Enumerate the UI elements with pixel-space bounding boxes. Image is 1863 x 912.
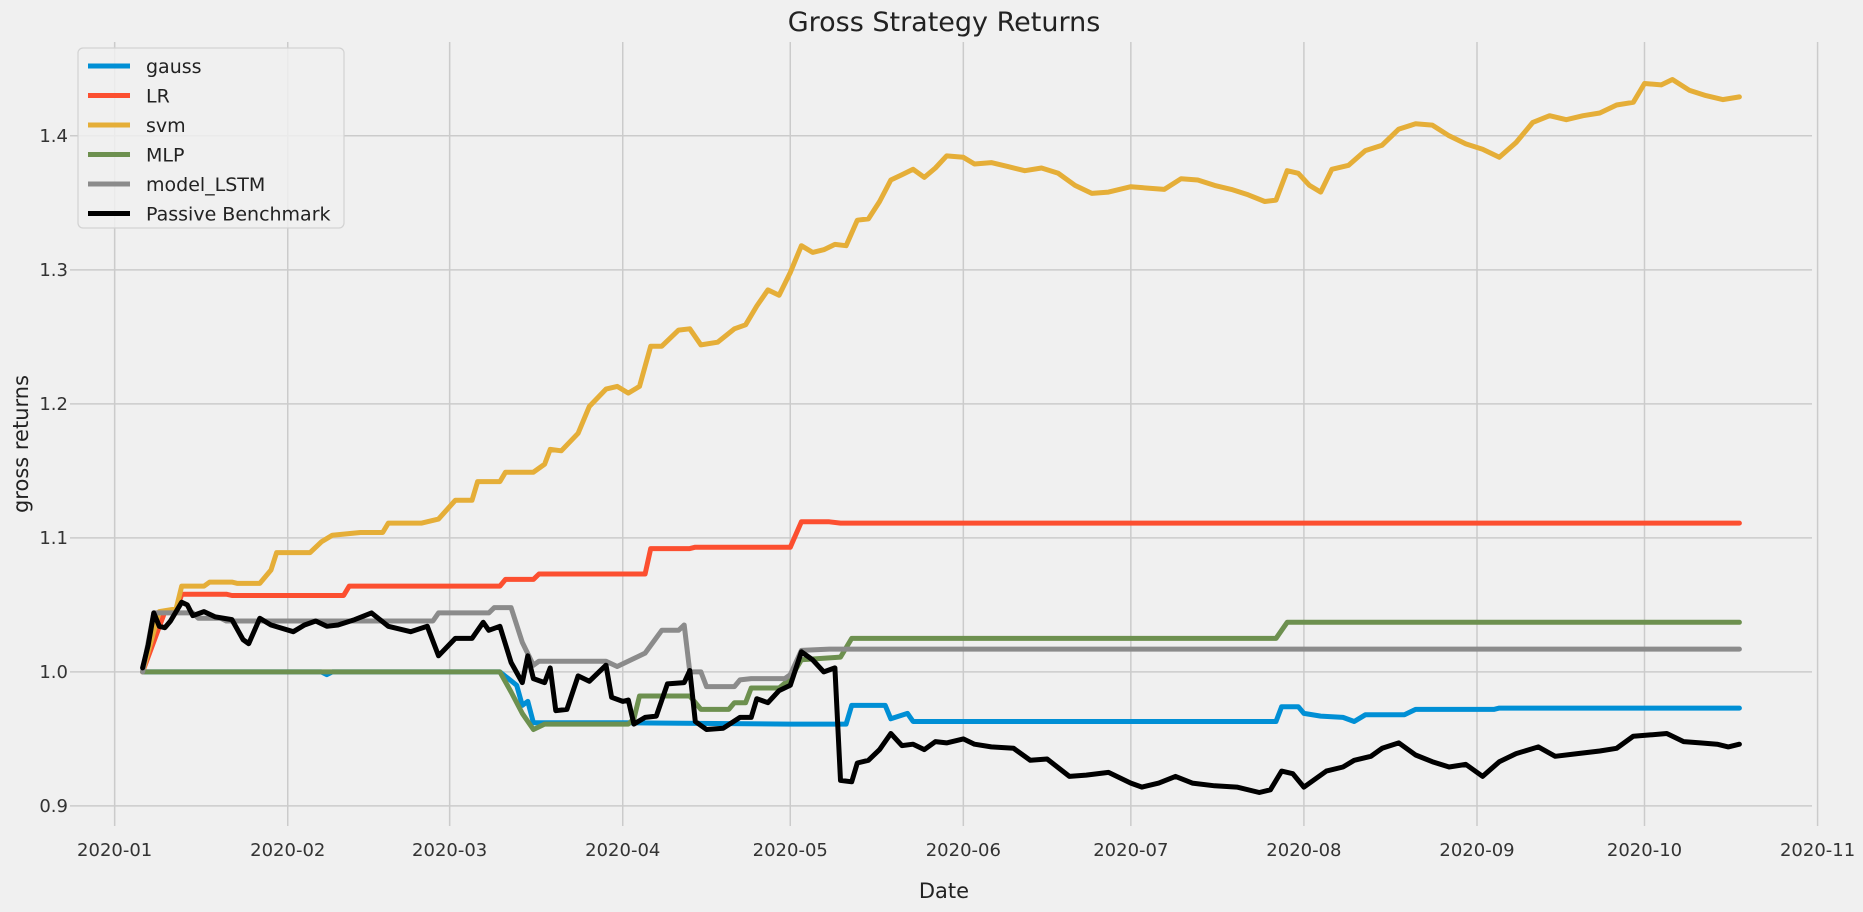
y-tick-label: 1.1 [39,528,68,549]
axis-tick-labels: 2020-01 2020-02 2020-03 2020-04 2020-05 2020-… [39,126,1855,861]
legend-label-mlp: MLP [146,145,184,167]
x-tick-label: 2020-10 [1607,840,1682,861]
x-axis-title: Date [919,879,969,903]
y-tick-label: 1.0 [39,662,68,683]
grid-lines [70,42,1819,826]
legend: gauss LR svm MLP model_LSTM Passive Benchmark [77,47,345,229]
series-line-passive-benchmark [140,599,1742,795]
legend-label-svm: svm [146,115,186,137]
x-tick-label: 2020-02 [250,840,325,861]
chart-title: Gross Strategy Returns [788,7,1101,38]
series-line-gauss [140,669,1742,727]
x-tick-label: 2020-08 [1266,840,1341,861]
legend-label-gauss: gauss [146,56,202,78]
series-line-model-lstm [140,605,1742,690]
x-tick-label: 2020-09 [1439,840,1514,861]
legend-label-model-lstm: model_LSTM [146,174,265,196]
y-tick-label: 0.9 [39,796,68,817]
legend-label-passive-benchmark: Passive Benchmark [146,204,331,226]
y-axis-title: gross returns [9,375,33,513]
legend-box [77,47,345,229]
x-tick-label: 2020-03 [412,840,487,861]
x-tick-label: 2020-01 [77,840,152,861]
x-tick-label: 2020-05 [753,840,828,861]
y-tick-label: 1.2 [39,394,68,415]
series-line-svm [140,77,1742,675]
series-line-lr [140,519,1742,675]
x-tick-label: 2020-04 [585,840,660,861]
x-tick-label: 2020-07 [1093,840,1168,861]
y-tick-label: 1.4 [39,126,68,147]
legend-label-lr: LR [146,86,170,108]
x-tick-label: 2020-06 [926,840,1001,861]
y-tick-label: 1.3 [39,260,68,281]
x-tick-label: 2020-11 [1780,840,1855,861]
series-lines [140,77,1742,795]
